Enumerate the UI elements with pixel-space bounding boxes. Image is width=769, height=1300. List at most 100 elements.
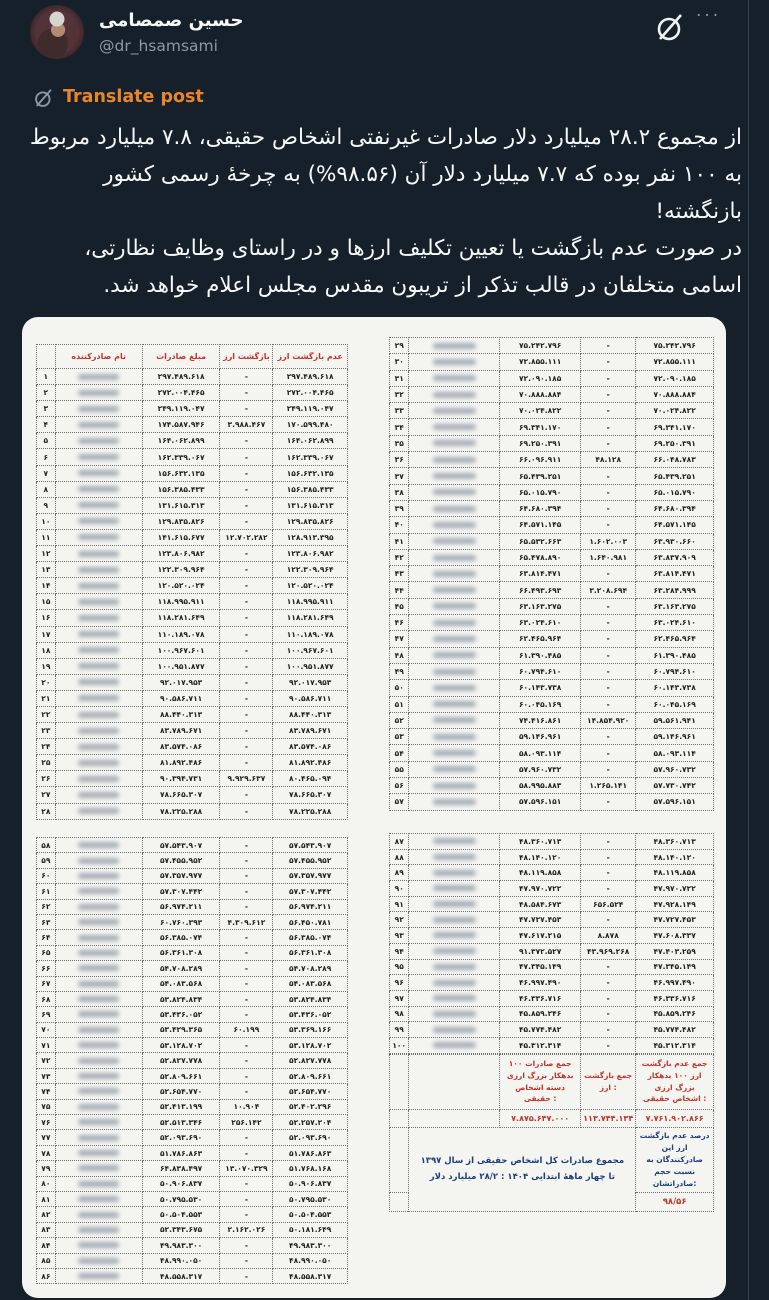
export-amount: ۷۰.۰۲۴.۸۲۲ [499,402,582,420]
currency-returned: - [219,593,274,611]
row-number: ۹۲ [388,911,410,929]
translate-post-link[interactable]: Translate post [63,87,204,107]
export-amount: ۴۹.۹۸۳.۳۰۰ [141,1237,221,1254]
exporter-row: ۸۷ ۴۸.۳۶۰.۷۱۳-۴۸.۳۶۰.۷۱۳ [388,833,714,850]
currency-returned: - [580,793,637,811]
total-exports-label: جمع صادرات ۱۰۰ بدهکار بزرگ ارزی دسته اشخ… [499,1053,582,1110]
row-number: ۶۳ [36,913,56,931]
exporter-row: ۵۱ ۶۰.۰۴۵.۱۶۹-۶۰.۰۴۵.۱۶۹ [388,695,714,713]
export-amount: ۵۴.۷۰۸.۲۸۹ [141,960,221,977]
currency-not-returned: ۴۷.۶۰۸.۳۳۷ [635,927,714,944]
row-number: ۲ [36,384,56,402]
row-number: ۹۳ [388,927,410,944]
blurred-name-bar [78,727,120,734]
currency-not-returned: ۶۳.۸۳۷.۹۰۹ [635,548,714,567]
currency-returned: - [219,852,274,869]
currency-returned: - [580,402,637,420]
export-amount: ۶۵.۵۳۲.۶۶۳ [499,532,582,550]
exporter-name-blurred [408,711,501,730]
exporter-row: ۸۵ ۴۸.۹۹۰.۰۵۰-۴۸.۹۹۰.۰۵۰ [36,1252,348,1269]
export-amount: ۸۳.۷۸۹.۶۷۱ [141,722,221,740]
exporter-row: ۲ ۲۷۲.۰۰۴.۴۶۵-۲۷۲.۰۰۴.۴۶۵ [36,384,348,402]
currency-returned: - [580,499,637,518]
row-number: ۶۲ [36,898,56,915]
exporter-row: ۵۲ ۷۴.۴۱۶.۸۶۱ ۱۴.۸۵۴.۹۲۰ ۵۹.۵۶۱.۹۴۱ [388,711,714,730]
exporter-row: ۲۴ ۸۳.۵۷۴.۰۸۶-۸۳.۵۷۴.۰۸۶ [36,738,348,756]
display-name[interactable]: حسین صمصامی [99,10,244,31]
export-amount: ۱۷۴.۵۸۷.۹۴۶ [141,416,221,434]
exporter-row: ۲۵ ۸۱.۸۹۲.۴۸۶-۸۱.۸۹۲.۴۸۶ [36,754,348,772]
currency-not-returned: ۱۷۰.۵۹۹.۴۸۰ [272,416,348,434]
exporter-name-blurred [408,336,501,355]
currency-not-returned: ۱۲۸.۹۱۳.۳۹۵ [272,528,348,547]
exporter-name-blurred [54,657,143,675]
blurred-name-bar [78,454,120,461]
currency-returned: ۱۳.۰۷۰.۳۲۹ [219,1160,274,1177]
blurred-name-bar [78,1226,120,1233]
row-number: ۷۵ [36,1098,56,1116]
exporter-row: ۴ ۱۷۴.۵۸۷.۹۴۶ ۳.۹۸۸.۴۶۷ ۱۷۰.۵۹۹.۴۸۰ [36,416,348,434]
exporter-name-blurred [54,836,143,854]
blurred-name-bar [432,838,476,845]
exporter-row: ۸۴ ۴۹.۹۸۳.۳۰۰-۴۹.۹۸۳.۳۰۰ [36,1237,348,1254]
row-number: ۷۹ [36,1160,56,1177]
blurred-name-bar [78,647,120,654]
exporter-row: ۶۵ ۵۶.۳۶۱.۳۰۸-۵۶.۳۶۱.۳۰۸ [36,944,348,962]
exporter-name-blurred [54,1237,143,1254]
export-amount: ۴۸.۳۶۰.۷۱۳ [499,833,582,850]
exporters-table-block-3: ۵۸ ۵۷.۵۴۳.۹۰۷-۵۷.۵۴۳.۹۰۷ ۵۹ ۵۷.۴۵۵.۹۵۲-۵۷.۴… [36,836,348,1285]
blurred-name-bar [432,948,476,955]
exporter-name-blurred [408,679,501,697]
export-amount: ۵۱.۷۸۶.۸۶۳ [141,1144,221,1162]
blurred-name-bar [78,949,120,956]
exporter-name-blurred [408,793,501,811]
export-amount: ۵۲.۶۵۴.۷۷۰ [141,1083,221,1100]
exporter-row: ۵۴ ۵۸.۰۹۳.۱۱۴-۵۸.۰۹۳.۱۱۴ [388,744,714,762]
tweet-media[interactable]: نام صادرکننده مبلغ صادرات بازگشت ارز عدم… [22,317,726,1298]
blurred-name-bar [432,869,476,876]
exporter-row: ۷۵ ۵۲.۴۱۳.۱۹۹ ۱۰.۹۰۴ ۵۲.۴۰۲.۲۹۶ [36,1098,348,1116]
currency-not-returned: ۵۰.۹۰۶.۸۳۷ [272,1175,348,1192]
export-amount: ۵۸.۹۹۵.۸۸۳ [499,777,582,795]
export-amount: ۵۶.۹۷۴.۲۱۱ [141,898,221,915]
blurred-name-bar [78,1242,120,1249]
export-amount-header: مبلغ صادرات [141,344,221,369]
blurred-name-bar [78,711,120,718]
row-number: ۲۴ [36,738,56,756]
export-amount: ۵۶.۳۶۱.۳۰۸ [141,944,221,962]
grok-actions-button[interactable] [653,11,687,45]
row-number: ۱۴ [36,577,56,595]
blurred-name-bar [432,342,476,349]
currency-not-returned: ۶۳.۸۱۴.۴۷۱ [635,565,714,583]
row-number: ۲۰ [36,673,56,691]
exporter-name-blurred [408,864,501,882]
export-amount: ۶۳.۸۱۴.۴۷۱ [499,565,582,583]
blurred-name-bar [432,668,476,675]
exporter-row: ۴۰ ۶۴.۵۷۱.۱۴۵-۶۴.۵۷۱.۱۴۵ [388,516,714,534]
exporter-row: ۳۵ ۶۹.۲۵۰.۳۹۱-۶۹.۲۵۰.۳۹۱ [388,434,714,453]
currency-not-returned: ۱۶۴.۰۶۲.۸۹۹ [272,432,348,450]
exporter-name-blurred [408,646,501,664]
currency-returned: - [580,848,637,866]
currency-returned: - [580,760,637,779]
export-amount: ۵۲.۴۱۳.۱۹۹ [141,1098,221,1116]
currency-returned: - [219,990,274,1008]
user-handle[interactable]: @dr_hsamsami [99,37,218,55]
export-amount: ۵۲.۵۱۳.۳۴۶ [141,1114,221,1131]
currency-not-returned: ۴۸.۹۹۰.۰۵۰ [272,1252,348,1269]
row-number: ۳۳ [388,402,410,420]
exporter-name-blurred [54,754,143,772]
exporter-row: ۸۹ ۴۸.۱۱۹.۸۵۸-۴۸.۱۱۹.۸۵۸ [388,864,714,882]
currency-not-returned: ۹۰.۵۸۶.۷۱۱ [272,689,348,707]
avatar[interactable] [30,5,84,59]
blurred-name-bar [78,759,120,766]
more-options-button[interactable]: ··· [696,6,722,26]
exporter-name-blurred [408,532,501,550]
row-number: ۷۶ [36,1114,56,1131]
blurred-name-bar [78,663,120,670]
currency-not-returned: ۵۴.۷۰۸.۲۸۹ [272,960,348,977]
row-number: ۴۴ [388,581,410,599]
currency-not-returned: ۱۰۰.۹۵۱.۸۷۷ [272,657,348,675]
row-number: ۳۲ [388,385,410,404]
currency-not-returned: ۹۲.۰۱۷.۹۵۳ [272,673,348,691]
